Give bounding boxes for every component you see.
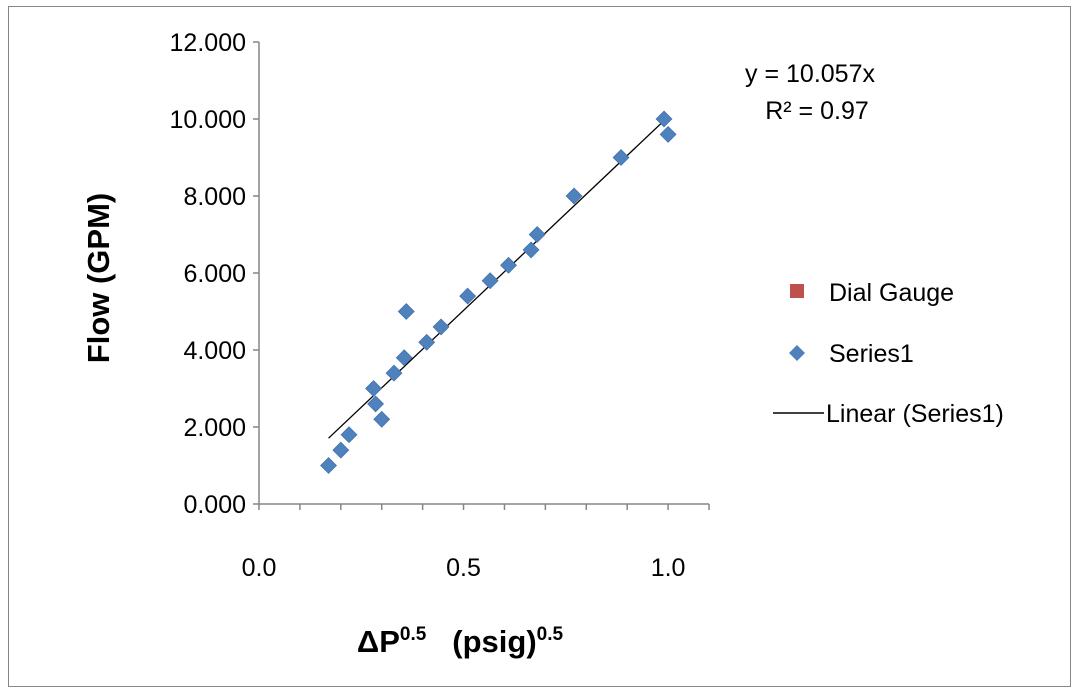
trendline-linear-series1	[328, 116, 669, 439]
data-point	[481, 272, 499, 290]
data-point	[332, 441, 350, 459]
y-tick-label: 6.000	[183, 260, 246, 288]
legend-label-series1: Series1	[829, 340, 914, 368]
data-point	[340, 426, 358, 444]
y-tick-label: 10.000	[170, 106, 246, 134]
x-axis-title-main: ΔP	[357, 624, 400, 659]
legend-marker-series1	[789, 345, 805, 361]
y-tick-label: 12.000	[170, 29, 246, 57]
y-tick-label: 8.000	[183, 183, 246, 211]
x-tick-label: 0.5	[446, 554, 481, 582]
data-point	[397, 303, 415, 320]
x-axis-tick-labels: 0.0 0.5 1.0	[242, 554, 686, 582]
x-axis-ticks	[258, 504, 710, 510]
x-axis-title-unit: (psig)	[452, 624, 536, 659]
data-point	[373, 410, 391, 428]
chart-area	[8, 6, 1071, 687]
trendline-r-squared: R² = 0.97	[765, 97, 869, 125]
x-tick-label: 1.0	[651, 554, 686, 582]
data-point	[418, 333, 436, 351]
y-tick-label: 0.000	[183, 491, 246, 519]
data-point	[528, 226, 546, 243]
data-point	[522, 241, 540, 259]
x-axis-title-unit-sup: 0.5	[537, 624, 564, 645]
data-point	[320, 457, 337, 474]
data-point	[385, 364, 403, 382]
legend-marker-dial-gauge	[790, 284, 804, 298]
series1-points	[320, 110, 677, 474]
data-point	[655, 110, 673, 128]
y-tick-label: 4.000	[183, 337, 246, 365]
y-axis-title: Flow (GPM)	[81, 193, 116, 363]
data-point	[500, 256, 517, 274]
legend: Dial Gauge Series1 Linear (Series1)	[773, 279, 1004, 428]
data-point	[367, 395, 385, 413]
data-point	[395, 349, 413, 367]
y-tick-label: 2.000	[183, 414, 246, 442]
x-tick-label: 0.0	[242, 554, 277, 582]
data-point	[459, 287, 477, 305]
data-point	[612, 149, 630, 166]
x-axis-title-main-sup: 0.5	[400, 624, 427, 645]
y-axis-ticks	[253, 41, 259, 505]
trendline-equation: y = 10.057x	[745, 60, 875, 88]
data-point	[565, 187, 583, 205]
data-point	[432, 318, 450, 336]
legend-label-dial-gauge: Dial Gauge	[829, 279, 954, 307]
data-point	[365, 380, 382, 397]
legend-label-linear-series1: Linear (Series1)	[826, 400, 1004, 428]
x-axis-title: ΔP0.5 (psig)0.5	[357, 624, 564, 659]
data-point	[659, 125, 677, 143]
y-axis-tick-labels: 0.000 2.000 4.000 6.000 8.000 10.000 12.000	[170, 29, 246, 519]
